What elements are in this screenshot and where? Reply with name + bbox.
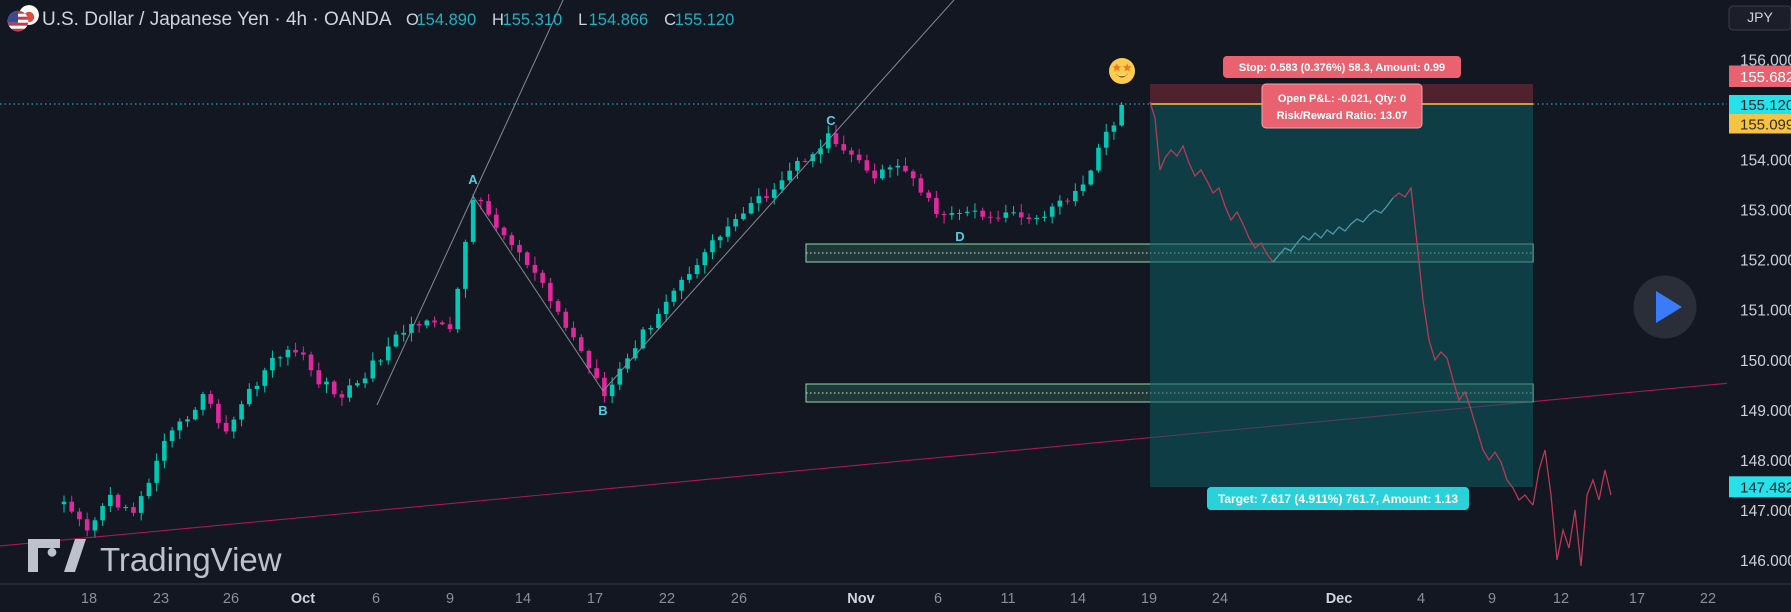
svg-text:154.866: 154.866 [589,11,649,29]
svg-text:A: A [468,172,478,187]
svg-text:14: 14 [515,591,531,607]
svg-text:148.000: 148.000 [1740,453,1791,470]
svg-text:24: 24 [1212,591,1228,607]
svg-text:9: 9 [446,591,454,607]
svg-text:6: 6 [934,591,942,607]
svg-text:154.890: 154.890 [417,11,477,29]
svg-text:155.310: 155.310 [503,11,563,29]
svg-text:152.000: 152.000 [1740,253,1791,270]
svg-text:6: 6 [372,591,380,607]
svg-text:4: 4 [1417,591,1425,607]
svg-text:23: 23 [153,591,169,607]
svg-text:26: 26 [731,591,747,607]
svg-text:Stop: 0.583 (0.376%) 58.3, Amo: Stop: 0.583 (0.376%) 58.3, Amount: 0.99 [1239,62,1445,74]
svg-text:12: 12 [1553,591,1569,607]
svg-text:9: 9 [1488,591,1496,607]
svg-text:C: C [826,113,836,128]
svg-text:Dec: Dec [1326,591,1353,607]
svg-text:TradingView: TradingView [100,541,282,578]
svg-text:146.000: 146.000 [1740,553,1791,570]
svg-text:149.000: 149.000 [1740,403,1791,420]
svg-text:153.000: 153.000 [1740,203,1791,220]
svg-text:D: D [955,229,964,244]
svg-text:26: 26 [223,591,239,607]
svg-text:L: L [578,11,587,29]
svg-text:11: 11 [1000,591,1015,607]
svg-text:155.099: 155.099 [1740,116,1791,133]
svg-text:22: 22 [659,591,675,607]
svg-text:154.000: 154.000 [1740,153,1791,170]
svg-text:14: 14 [1070,591,1086,607]
svg-text:22: 22 [1700,591,1716,607]
svg-text:U.S. Dollar / Japanese Yen · 4: U.S. Dollar / Japanese Yen · 4h · OANDA [42,9,392,30]
svg-text:150.000: 150.000 [1740,353,1791,370]
svg-text:155.120: 155.120 [1740,97,1791,114]
svg-text:Open P&L: -0.021, Qty: 0: Open P&L: -0.021, Qty: 0 [1278,93,1406,105]
svg-text:18: 18 [81,591,97,607]
svg-text:B: B [598,403,607,418]
svg-text:Risk/Reward Ratio: 13.07: Risk/Reward Ratio: 13.07 [1277,110,1408,122]
svg-text:147.482: 147.482 [1740,479,1791,496]
svg-text:Nov: Nov [847,591,874,607]
svg-text:151.000: 151.000 [1740,303,1791,320]
svg-text:155.120: 155.120 [675,11,735,29]
svg-text:Oct: Oct [291,591,315,607]
svg-text:JPY: JPY [1747,9,1773,25]
svg-text:19: 19 [1141,591,1157,607]
svg-text:17: 17 [587,591,603,607]
svg-text:Target: 7.617 (4.911%) 761.7,: Target: 7.617 (4.911%) 761.7, Amount: 1.… [1218,492,1458,506]
svg-text:147.000: 147.000 [1740,503,1791,520]
svg-text:17: 17 [1629,591,1645,607]
svg-text:155.682: 155.682 [1740,69,1791,86]
